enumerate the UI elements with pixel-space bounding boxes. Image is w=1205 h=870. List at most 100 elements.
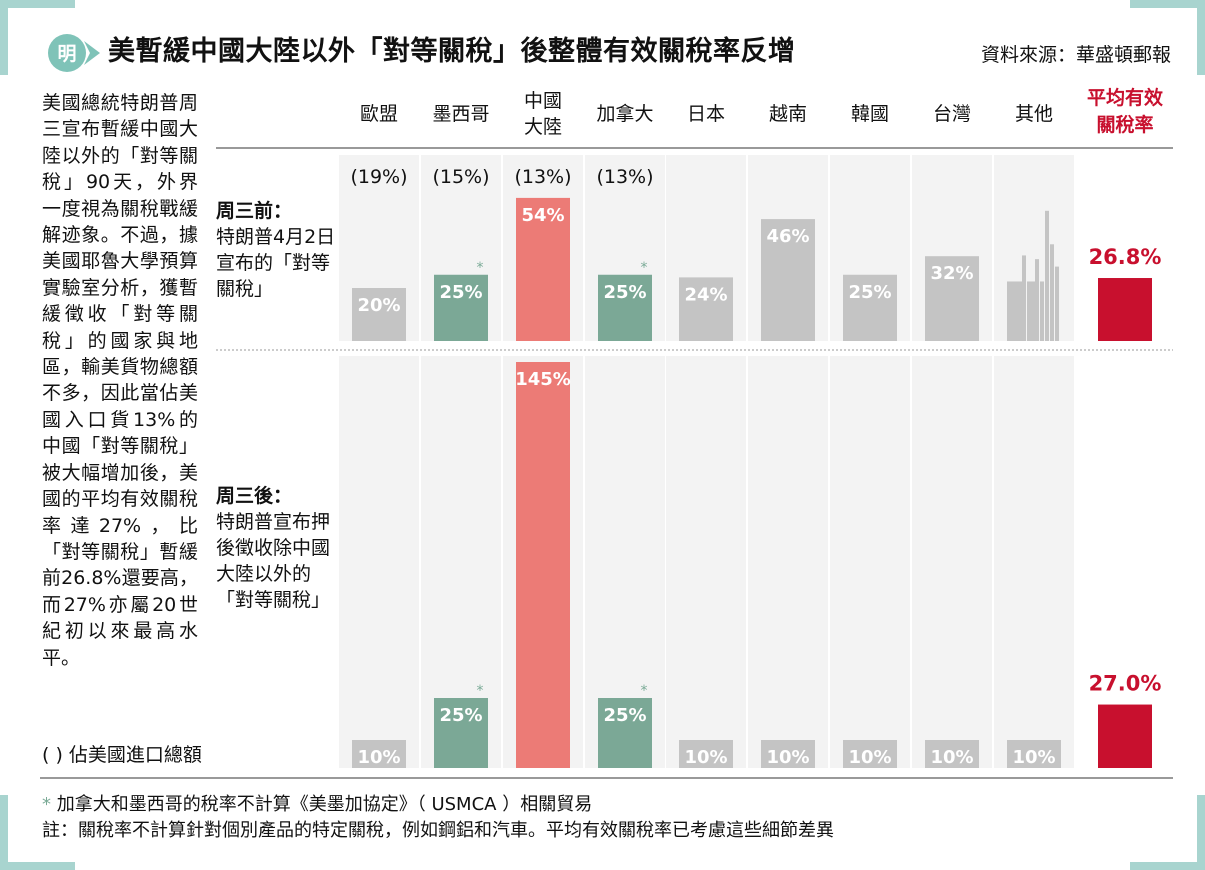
bar-r1-c3 <box>598 698 652 768</box>
row-label-after-desc: 特朗普宣布押後徵收除中國大陸以外的「對等關稅」 <box>216 511 331 611</box>
bar-value-label-r0-c7: 32% <box>930 263 973 284</box>
bar-r0-c1 <box>434 274 488 341</box>
bar-value-label-r0-c4: 24% <box>684 284 727 305</box>
bar-r1-c6 <box>843 740 897 768</box>
average-header-line0: 平均有效 <box>1087 86 1163 109</box>
bar-r0-c2 <box>516 197 570 341</box>
logo-text: 明 <box>57 43 77 65</box>
column-bg-r1-c6 <box>830 356 910 768</box>
average-bar-r1 <box>1098 704 1152 768</box>
corner-accent-br-h <box>1130 862 1205 870</box>
corner-accent-tr-v <box>1197 0 1205 75</box>
row-label-after-title: 周三後： <box>216 485 293 507</box>
column-bg-r1-c8 <box>994 356 1074 768</box>
bar-star-r1-c3: * <box>641 683 648 699</box>
average-bar-r0 <box>1098 278 1152 341</box>
bar-r1-c0 <box>352 740 406 768</box>
bar-other-segment-r0-1 <box>1015 281 1023 341</box>
bar-r1-c2 <box>516 362 570 768</box>
category-label-7: 台灣 <box>933 103 971 125</box>
bar-other-segment-r0-3 <box>1027 281 1035 341</box>
import-share-label-2: (13%) <box>514 166 571 188</box>
category-label-6: 韓國 <box>851 103 889 125</box>
footnote-star-text: 加拿大和墨西哥的稅率不計算《美墨加協定》（ USMCA ）相關貿易 <box>56 794 593 815</box>
bar-value-label-r0-c2: 54% <box>521 205 564 226</box>
bar-other-segment-r0-8 <box>1055 266 1059 341</box>
bar-r1-c7 <box>925 740 979 768</box>
bar-value-label-r1-c8: 10% <box>1012 747 1055 768</box>
bar-other-segment-r0-7 <box>1050 244 1054 341</box>
category-label-1: 墨西哥 <box>432 103 489 125</box>
average-header-line1: 關稅率 <box>1096 113 1153 136</box>
average-value-label-r0: 26.8% <box>1089 245 1162 269</box>
corner-accent-bl-v <box>0 795 8 870</box>
category-label-2-line1: 大陸 <box>524 116 562 138</box>
bar-value-label-r1-c5: 10% <box>766 747 809 768</box>
column-bg-r1-c0 <box>339 356 419 768</box>
bar-value-label-r0-c0: 20% <box>357 295 400 316</box>
bar-other-segment-r0-0 <box>1007 281 1015 341</box>
bar-value-label-r1-c3: 25% <box>603 705 646 726</box>
footnote-star-line: * 加拿大和墨西哥的稅率不計算《美墨加協定》（ USMCA ）相關貿易 <box>42 792 834 818</box>
row-label-before: 周三前： 特朗普4月2日宣布的「對等關稅」 <box>216 198 346 302</box>
page-title: 美暫緩中國大陸以外「對等關稅」後整體有效關稅率反增 <box>108 36 796 67</box>
corner-accent-tl-v <box>0 0 8 75</box>
category-label-0: 歐盟 <box>360 103 398 125</box>
average-value-label-r1: 27.0% <box>1089 672 1162 696</box>
publisher-logo: 明 <box>40 32 106 74</box>
bar-other-segment-r0-5 <box>1040 281 1044 341</box>
sidebar-article-text: 美國總統特朗普周三宣布暫緩中國大陸以外的「對等關稅」90天，外界一度視為關稅戰緩… <box>42 92 198 669</box>
bar-value-label-r1-c0: 10% <box>357 747 400 768</box>
bar-value-label-r0-c3: 25% <box>603 282 646 303</box>
import-share-legend: ( ) 佔美國進口總額 <box>42 744 202 766</box>
corner-accent-bl-h <box>0 862 75 870</box>
corner-accent-tr-h <box>1130 0 1205 8</box>
bar-star-r0-c1: * <box>477 260 484 276</box>
corner-accent-tl-h <box>0 0 75 8</box>
bar-other-segment-r0-2 <box>1022 255 1026 341</box>
bar-r0-c5 <box>761 219 815 341</box>
column-bg-r1-c4 <box>666 356 746 768</box>
import-share-label-0: (19%) <box>350 166 407 188</box>
bar-r1-c1 <box>434 698 488 768</box>
bar-r0-c6 <box>843 274 897 341</box>
bar-r0-c7 <box>925 256 979 341</box>
import-share-label-3: (13%) <box>596 166 653 188</box>
row-label-before-title: 周三前： <box>216 200 293 222</box>
logo-badge-icon <box>48 34 100 72</box>
bar-r1-c5 <box>761 740 815 768</box>
bar-value-label-r1-c6: 10% <box>848 747 891 768</box>
column-bg-r1-c5 <box>748 356 828 768</box>
bar-value-label-r1-c4: 10% <box>684 747 727 768</box>
bar-other-segment-r0-6 <box>1045 210 1049 341</box>
bar-star-r1-c1: * <box>477 683 484 699</box>
bar-value-label-r0-c1: 25% <box>439 282 482 303</box>
category-label-2-line0: 中國 <box>524 90 562 112</box>
bar-value-label-r1-c7: 10% <box>930 747 973 768</box>
category-label-5: 越南 <box>769 103 807 125</box>
import-share-label-1: (15%) <box>432 166 489 188</box>
bar-r0-c3 <box>598 274 652 341</box>
footnote: * 加拿大和墨西哥的稅率不計算《美墨加協定》（ USMCA ）相關貿易 註：關稅… <box>42 792 834 844</box>
bar-r0-c4 <box>679 277 733 341</box>
footnote-note-line: 註：關稅率不計算針對個別產品的特定關稅，例如鋼鋁和汽車。平均有效關稅率已考慮這些… <box>42 820 834 841</box>
category-label-8: 其他 <box>1015 103 1053 125</box>
bar-value-label-r0-c6: 25% <box>848 282 891 303</box>
bar-other-segment-r0-4 <box>1035 259 1039 341</box>
bar-r0-c0 <box>352 288 406 341</box>
bar-value-label-r0-c5: 46% <box>766 226 809 247</box>
category-label-4: 日本 <box>687 103 725 125</box>
source-credit: 資料來源：華盛頓郵報 <box>980 44 1171 66</box>
row-label-before-desc: 特朗普4月2日宣布的「對等關稅」 <box>216 226 336 300</box>
category-label-3: 加拿大 <box>596 102 653 125</box>
row-label-after: 周三後： 特朗普宣布押後徵收除中國大陸以外的「對等關稅」 <box>216 483 346 613</box>
bar-value-label-r1-c1: 25% <box>439 705 482 726</box>
column-bg-r1-c7 <box>912 356 992 768</box>
bar-value-label-r1-c2: 145% <box>515 369 571 390</box>
footnote-star: * <box>42 794 51 815</box>
bar-star-r0-c3: * <box>641 260 648 276</box>
bar-r1-c4 <box>679 740 733 768</box>
corner-accent-br-v <box>1197 795 1205 870</box>
bar-r1-c8 <box>1007 740 1061 768</box>
